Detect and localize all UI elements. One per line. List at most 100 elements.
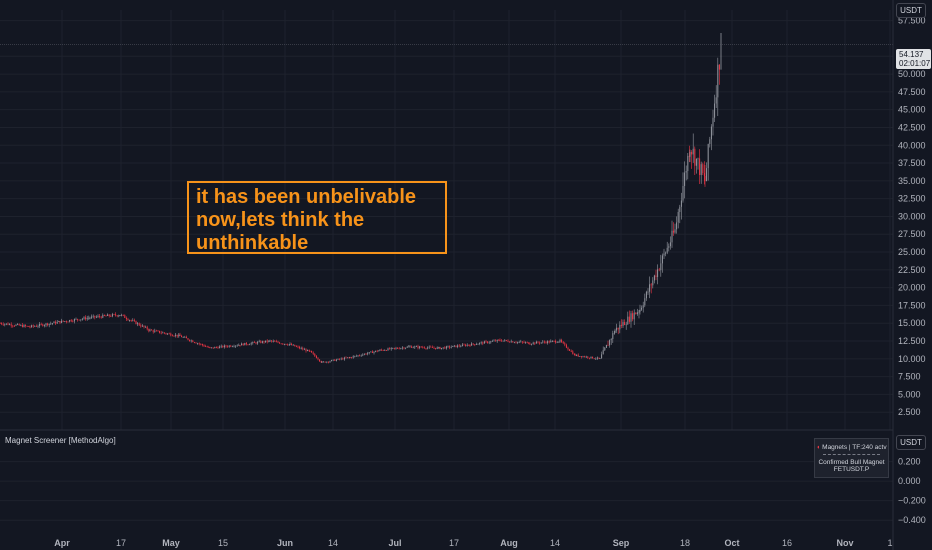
candle-body: [209, 347, 211, 348]
candle-body: [370, 351, 372, 353]
candle-body: [393, 347, 395, 349]
candle-body: [642, 305, 644, 308]
price-axis[interactable]: 2.500 5.000 7.500 10.000 12.500 15.000 17.500 2…: [898, 16, 926, 418]
magnet-status-line: Confirmed Bull Magnet: [818, 459, 885, 466]
candle-body: [436, 347, 438, 349]
candle-body: [228, 345, 230, 347]
candle-body: [55, 321, 57, 324]
candle-body: [326, 361, 328, 363]
annotation-box[interactable]: it has been unbelivable now,lets think t…: [187, 181, 447, 254]
candle-body: [504, 340, 506, 341]
y-tick-label: 37.500: [898, 158, 926, 168]
candle-body: [685, 171, 687, 173]
candle-body: [628, 316, 630, 322]
candle-body: [320, 361, 322, 363]
candle-body: [56, 321, 58, 324]
candle-body: [92, 315, 94, 317]
candle-body: [2, 324, 4, 325]
candle-body: [81, 318, 83, 320]
candle-body: [78, 319, 80, 321]
candle-body: [567, 347, 569, 350]
candle-body: [339, 358, 341, 360]
candle-body: [295, 346, 297, 348]
candle-body: [596, 357, 598, 359]
candle-body: [62, 320, 64, 322]
candle-body: [28, 326, 30, 327]
candle-body: [414, 346, 416, 348]
candle-body: [587, 356, 589, 358]
candle-body: [272, 341, 274, 342]
candle-body: [135, 320, 137, 325]
candle-body: [520, 341, 522, 343]
candle-body: [233, 346, 235, 348]
candle-body: [371, 351, 373, 354]
candle-body: [351, 357, 353, 359]
candle-body: [398, 348, 400, 350]
candle-body: [438, 347, 440, 348]
indicator-axis[interactable]: −0.400 −0.200 0.000 0.200: [898, 457, 926, 526]
candle-body: [171, 335, 173, 337]
candle-body: [558, 341, 560, 343]
candle-body: [613, 332, 615, 334]
candle-body: [638, 311, 640, 313]
candle-body: [375, 350, 377, 352]
magnet-panel-separator: [823, 454, 880, 455]
candle-body: [61, 320, 63, 323]
candle-body: [697, 158, 699, 160]
candle-body: [245, 342, 247, 345]
candle-body: [447, 346, 449, 348]
candle-body: [275, 341, 277, 343]
indicator-title[interactable]: Magnet Screener [MethodAlgo]: [5, 436, 116, 445]
candle-body: [431, 347, 433, 348]
x-tick-label: 14: [550, 538, 560, 548]
y-tick-label: 7.500: [898, 372, 921, 382]
candle-body: [543, 341, 545, 343]
candle-body: [159, 330, 161, 333]
candle-body: [644, 298, 646, 306]
candle-body: [244, 342, 246, 346]
candle-body: [688, 155, 690, 157]
candle-body: [165, 333, 167, 334]
currency-button[interactable]: USDT: [896, 3, 926, 18]
candle-body: [287, 344, 289, 346]
candle-body: [162, 332, 164, 334]
candle-body: [382, 349, 384, 351]
candle-body: [616, 327, 618, 331]
candle-body: [714, 103, 716, 118]
candle-body: [31, 325, 33, 328]
time-axis[interactable]: Apr 17 May 15 Jun 14 Jul 17 Aug 14 Sep 18 Oct 16 Nov 1: [54, 538, 892, 548]
candle-body: [184, 336, 186, 338]
candle-body: [433, 347, 435, 349]
candle-body: [515, 342, 517, 344]
candle-body: [50, 323, 52, 325]
candle-body: [263, 341, 265, 343]
candle-body: [419, 346, 421, 348]
candle-body: [170, 333, 172, 336]
candle-body: [680, 200, 682, 207]
candle-body: [452, 345, 454, 347]
candle-body: [130, 320, 132, 321]
candle-body: [175, 334, 177, 336]
candle-body: [617, 327, 619, 330]
indicator-currency-button[interactable]: USDT: [896, 435, 926, 450]
candle-body: [43, 325, 45, 326]
candle-body: [108, 314, 110, 317]
candle-body: [614, 330, 616, 333]
y-tick-label: 40.000: [898, 140, 926, 150]
candle-body: [211, 347, 213, 349]
magnet-icon: ◖: [816, 444, 821, 451]
candle-body: [53, 321, 55, 324]
candle-body: [72, 321, 74, 323]
candle-body: [20, 324, 22, 326]
candle-body: [307, 349, 309, 352]
candle-body: [47, 323, 49, 326]
candle-body: [279, 342, 281, 344]
candle-body: [422, 347, 424, 349]
candle-body: [280, 343, 282, 345]
candle-body: [468, 344, 470, 346]
candle-body: [163, 332, 165, 334]
candle-body: [518, 341, 520, 343]
candle-body: [118, 315, 120, 317]
candle-body: [214, 347, 216, 349]
